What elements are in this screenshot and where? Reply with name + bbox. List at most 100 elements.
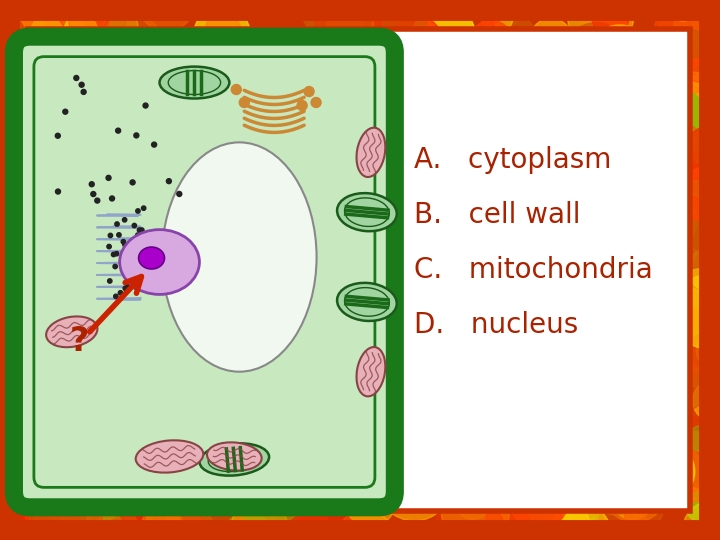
Circle shape (0, 143, 38, 219)
Circle shape (107, 28, 120, 40)
Circle shape (597, 355, 644, 402)
Circle shape (477, 170, 523, 217)
Circle shape (576, 0, 634, 35)
Circle shape (120, 498, 145, 523)
Circle shape (562, 23, 631, 92)
Circle shape (471, 99, 508, 135)
Ellipse shape (356, 347, 385, 396)
Circle shape (260, 466, 297, 504)
Circle shape (188, 280, 217, 310)
Ellipse shape (162, 143, 317, 372)
Circle shape (509, 271, 531, 292)
Circle shape (701, 357, 717, 374)
Circle shape (390, 453, 412, 474)
Circle shape (0, 176, 30, 232)
Circle shape (556, 163, 615, 222)
Circle shape (297, 183, 373, 260)
Circle shape (671, 136, 684, 148)
Circle shape (130, 180, 135, 185)
Circle shape (582, 46, 628, 92)
Circle shape (545, 294, 603, 352)
Circle shape (109, 196, 114, 201)
Circle shape (32, 409, 70, 447)
Circle shape (696, 495, 711, 510)
Circle shape (595, 69, 611, 84)
Circle shape (668, 416, 686, 434)
Circle shape (541, 42, 617, 118)
Circle shape (517, 249, 534, 266)
Circle shape (463, 53, 542, 132)
Circle shape (233, 113, 245, 125)
Circle shape (79, 82, 84, 87)
Circle shape (128, 253, 179, 303)
Circle shape (246, 418, 307, 480)
Circle shape (575, 320, 594, 340)
Circle shape (345, 476, 396, 526)
Circle shape (165, 195, 225, 255)
Circle shape (621, 187, 696, 262)
Circle shape (103, 341, 140, 379)
Circle shape (367, 249, 432, 314)
Circle shape (139, 517, 170, 540)
Circle shape (202, 42, 237, 78)
Circle shape (469, 402, 540, 472)
Circle shape (161, 149, 235, 224)
Circle shape (300, 0, 376, 42)
Circle shape (543, 483, 599, 539)
Circle shape (114, 294, 118, 299)
Circle shape (12, 320, 54, 361)
Circle shape (618, 38, 642, 62)
Circle shape (0, 123, 14, 149)
Circle shape (597, 42, 649, 94)
Circle shape (519, 349, 550, 380)
Circle shape (92, 111, 153, 172)
Circle shape (127, 485, 150, 508)
Circle shape (107, 377, 164, 434)
Circle shape (258, 29, 299, 69)
Circle shape (516, 350, 569, 404)
Circle shape (470, 20, 512, 62)
Circle shape (85, 411, 122, 449)
Circle shape (244, 292, 259, 307)
Circle shape (35, 99, 75, 139)
Circle shape (176, 205, 233, 262)
Circle shape (310, 132, 349, 171)
Circle shape (163, 522, 176, 535)
Circle shape (456, 484, 490, 519)
Circle shape (133, 376, 197, 441)
Circle shape (362, 403, 373, 414)
Circle shape (271, 500, 329, 540)
Circle shape (117, 435, 143, 461)
Circle shape (143, 103, 148, 108)
Circle shape (152, 142, 157, 147)
Circle shape (566, 306, 580, 320)
Circle shape (320, 406, 334, 421)
Circle shape (117, 381, 162, 426)
Circle shape (102, 225, 145, 269)
Circle shape (390, 62, 410, 82)
Circle shape (653, 230, 671, 248)
Circle shape (448, 138, 519, 210)
Circle shape (373, 236, 417, 280)
Circle shape (326, 282, 400, 356)
Circle shape (384, 354, 428, 397)
Circle shape (394, 17, 442, 65)
Circle shape (26, 345, 67, 386)
Circle shape (251, 416, 324, 489)
Circle shape (464, 451, 518, 505)
Circle shape (114, 252, 119, 256)
Circle shape (459, 438, 472, 453)
Circle shape (415, 114, 487, 187)
Ellipse shape (160, 66, 230, 98)
Circle shape (123, 286, 127, 291)
Circle shape (141, 206, 146, 211)
Circle shape (469, 364, 513, 407)
Circle shape (516, 431, 528, 444)
Circle shape (525, 266, 557, 299)
Circle shape (678, 167, 720, 221)
Circle shape (312, 221, 370, 279)
Circle shape (539, 228, 595, 284)
Circle shape (426, 372, 460, 406)
Circle shape (140, 228, 144, 232)
Ellipse shape (135, 440, 203, 472)
